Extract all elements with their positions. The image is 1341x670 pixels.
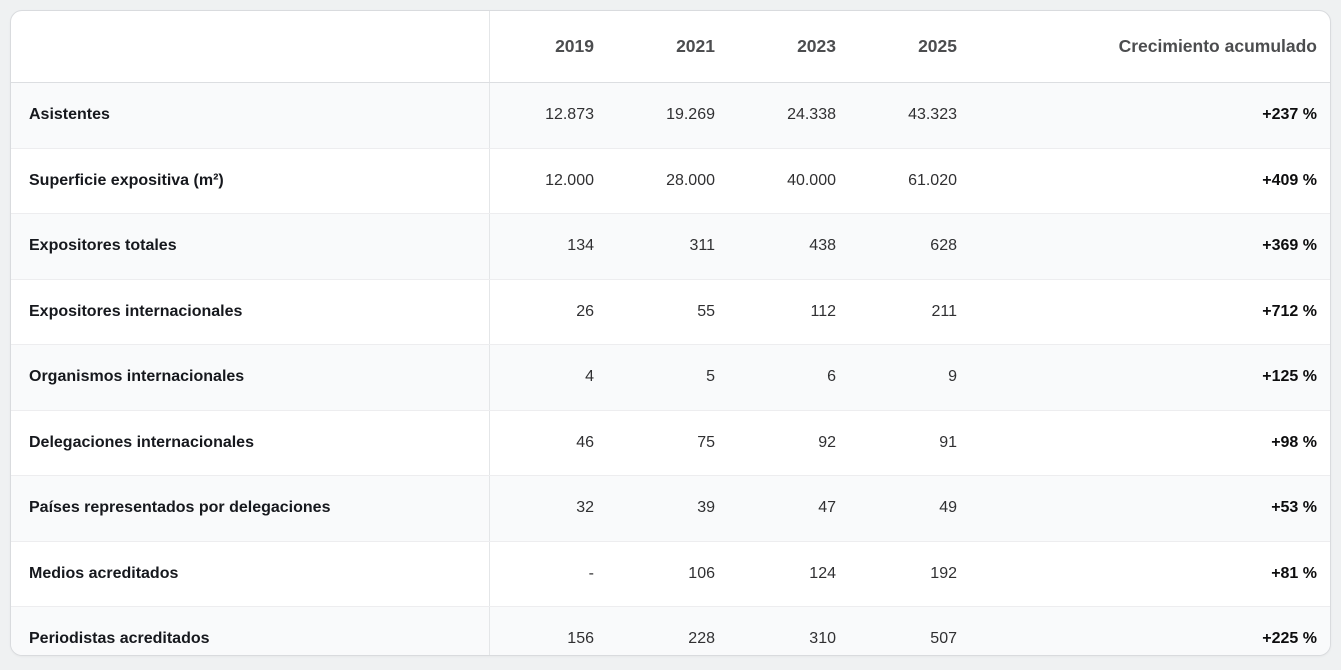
- year-value: 19.269: [610, 82, 731, 149]
- row-label: Superficie expositiva (m²): [11, 148, 490, 214]
- year-value: 26: [489, 279, 610, 345]
- growth-value: +81 %: [973, 541, 1330, 607]
- data-table: 2019 2021 2023 2025 Crecimiento acumulad…: [11, 11, 1330, 655]
- year-value: 47: [731, 475, 852, 542]
- growth-value: +225 %: [1262, 630, 1317, 648]
- year-column-header-2021: 2021: [610, 11, 731, 83]
- growth-value: +409 %: [973, 148, 1330, 214]
- year-value: 4: [489, 344, 610, 411]
- table-row-medios: Medios acreditados - 106 124 192 +81 %: [11, 541, 1330, 607]
- year-value: 228: [688, 630, 715, 648]
- year-value: 507: [930, 630, 957, 648]
- year-value: 12.000: [489, 148, 610, 214]
- year-value: 310: [809, 630, 836, 648]
- year-value: 61.020: [852, 148, 973, 214]
- year-value: 5: [610, 344, 731, 411]
- year-value: 39: [610, 475, 731, 542]
- year-value: 43.323: [852, 82, 973, 149]
- growth-value: +98 %: [973, 410, 1330, 476]
- row-label: Periodistas acreditados: [11, 606, 490, 655]
- growth-column-header: Crecimiento acumulado: [973, 11, 1330, 83]
- growth-value: +125 %: [973, 344, 1330, 411]
- year-value: 106: [610, 541, 731, 607]
- table-row-superficie: Superficie expositiva (m²) 12.000 28.000…: [11, 148, 1330, 214]
- row-label: Expositores internacionales: [11, 279, 490, 345]
- year-value: 6: [731, 344, 852, 411]
- year-value: 438: [731, 213, 852, 280]
- year-value: 46: [489, 410, 610, 476]
- header-row: 2019 2021 2023 2025 Crecimiento acumulad…: [11, 11, 1330, 83]
- year-value: 24.338: [731, 82, 852, 149]
- year-value: 91: [852, 410, 973, 476]
- row-label: Medios acreditados: [11, 541, 490, 607]
- year-value: 40.000: [731, 148, 852, 214]
- year-value: 112: [731, 279, 852, 345]
- year-value: 311: [610, 213, 731, 280]
- row-label: Asistentes: [11, 82, 490, 149]
- year-column-header-2023: 2023: [731, 11, 852, 83]
- year-value: 628: [852, 213, 973, 280]
- year-value: 124: [731, 541, 852, 607]
- year-value: 49: [852, 475, 973, 542]
- table-row-organismos: Organismos internacionales 4 5 6 9 +125 …: [11, 344, 1330, 411]
- year-value: 75: [610, 410, 731, 476]
- row-label: Países representados por delegaciones: [11, 475, 490, 542]
- row-label: Organismos internacionales: [11, 344, 490, 411]
- growth-value: +237 %: [973, 82, 1330, 149]
- year-column-header-2025: 2025: [852, 11, 973, 83]
- row-label: Delegaciones internacionales: [11, 410, 490, 476]
- corner-cell: [11, 11, 490, 83]
- year-value: 9: [852, 344, 973, 411]
- growth-value: +712 %: [973, 279, 1330, 345]
- table-row-paises: Países representados por delegaciones 32…: [11, 475, 1330, 542]
- table-row-delegaciones: Delegaciones internacionales 46 75 92 91…: [11, 410, 1330, 476]
- stats-card: 2019 2021 2023 2025 Crecimiento acumulad…: [10, 10, 1331, 656]
- growth-value: +369 %: [973, 213, 1330, 280]
- table-row-expositores-internacionales: Expositores internacionales 26 55 112 21…: [11, 279, 1330, 345]
- year-value: 156: [567, 630, 594, 648]
- table-row-asistentes: Asistentes 12.873 19.269 24.338 43.323 +…: [11, 82, 1330, 149]
- year-value: 92: [731, 410, 852, 476]
- year-value: 32: [489, 475, 610, 542]
- growth-value: +53 %: [973, 475, 1330, 542]
- year-value: 12.873: [489, 82, 610, 149]
- year-value: 28.000: [610, 148, 731, 214]
- table-row-expositores-totales: Expositores totales 134 311 438 628 +369…: [11, 213, 1330, 280]
- year-column-header-2019: 2019: [489, 11, 610, 83]
- year-value: 134: [489, 213, 610, 280]
- row-label: Expositores totales: [11, 213, 490, 280]
- year-value: 192: [852, 541, 973, 607]
- table-row-periodistas: Periodistas acreditados 156 228 310 507 …: [11, 606, 1330, 655]
- year-value: 211: [852, 279, 973, 345]
- year-value: 55: [610, 279, 731, 345]
- year-value: -: [489, 541, 610, 607]
